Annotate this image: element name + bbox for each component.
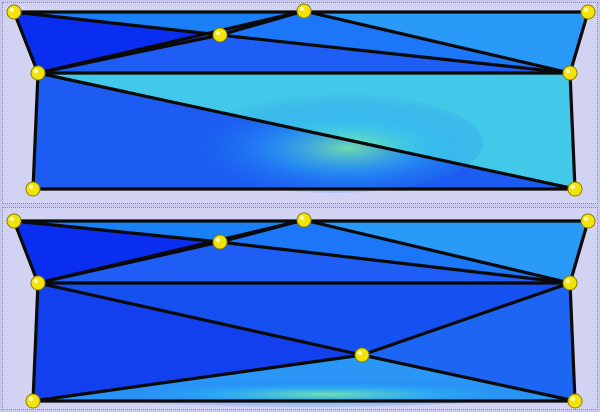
mesh-node-m[interactable] (354, 347, 370, 363)
mesh-edge-CE (218, 33, 572, 75)
field-highlight (73, 379, 533, 407)
mesh-node-f[interactable] (580, 213, 596, 229)
mesh-node-highlight (299, 6, 305, 12)
mesh-edge-BE (302, 9, 572, 75)
mesh-node-d[interactable] (30, 65, 46, 81)
mesh-node-e[interactable] (562, 65, 578, 81)
mesh-edge-GM (31, 353, 364, 403)
mesh-node-highlight (565, 68, 571, 74)
mesh-edge-AC (12, 10, 222, 37)
mesh-canvas-bottom[interactable] (3, 208, 599, 411)
mesh-node-highlight (570, 184, 576, 190)
mesh-node-highlight (299, 215, 305, 221)
mesh-edge-BD (36, 218, 306, 285)
mesh-edge-AC (12, 219, 222, 244)
mesh-node-highlight (28, 184, 34, 190)
mesh-node-a[interactable] (6, 4, 22, 20)
mesh-node-a[interactable] (6, 213, 22, 229)
mesh-node-highlight (9, 216, 15, 222)
mesh-node-b[interactable] (296, 212, 312, 228)
mesh-node-h[interactable] (567, 181, 583, 197)
mesh-node-highlight (583, 7, 589, 13)
mesh-edge-DG (31, 281, 40, 403)
mesh-edge-DH (36, 71, 577, 191)
mesh-edge-MH (360, 353, 577, 403)
mesh-edge-DG (31, 71, 40, 191)
mesh-node-highlight (33, 278, 39, 284)
mesh-node-highlight (570, 396, 576, 402)
mesh-edge-ME (360, 281, 572, 357)
mesh-edge-BE (302, 218, 572, 285)
mesh-node-b[interactable] (296, 3, 312, 19)
mesh-node-h[interactable] (567, 393, 583, 409)
mesh-node-highlight (28, 396, 34, 402)
mesh-edge-CE (218, 240, 572, 285)
mesh-edge-FE (568, 10, 590, 75)
mesh-node-highlight (215, 237, 221, 243)
mesh-edge-FE (568, 219, 590, 285)
mesh-edge-AD (12, 10, 40, 75)
mesh-node-highlight (357, 350, 363, 356)
field-highlight (183, 93, 483, 193)
mesh-node-highlight (583, 216, 589, 222)
mesh-node-g[interactable] (25, 181, 41, 197)
mesh-node-c[interactable] (212, 234, 228, 250)
mesh-node-highlight (33, 68, 39, 74)
mesh-canvas-top[interactable] (3, 3, 599, 205)
mesh-node-e[interactable] (562, 275, 578, 291)
mesh-node-g[interactable] (25, 393, 41, 409)
mesh-node-highlight (215, 30, 221, 36)
mesh-node-c[interactable] (212, 27, 228, 43)
mesh-panel-bottom[interactable] (2, 207, 598, 410)
mesh-edge-DM (36, 281, 364, 357)
mesh-node-highlight (9, 7, 15, 13)
mesh-edge-BD (36, 9, 306, 75)
mesh-node-d[interactable] (30, 275, 46, 291)
mesh-panel-top[interactable] (2, 2, 598, 204)
mesh-edge-AD (12, 219, 40, 285)
mesh-edge-EH (568, 71, 577, 191)
mesh-node-f[interactable] (580, 4, 596, 20)
mesh-edge-EH (568, 281, 577, 403)
mesh-node-highlight (565, 278, 571, 284)
